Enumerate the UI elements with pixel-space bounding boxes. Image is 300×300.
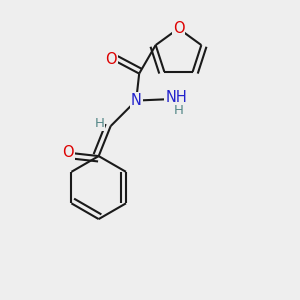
Text: N: N (131, 93, 142, 108)
Text: O: O (173, 21, 184, 36)
Text: O: O (62, 145, 74, 160)
Text: H: H (174, 104, 184, 117)
Text: H: H (94, 117, 104, 130)
Text: O: O (106, 52, 117, 67)
Text: NH: NH (165, 90, 187, 105)
